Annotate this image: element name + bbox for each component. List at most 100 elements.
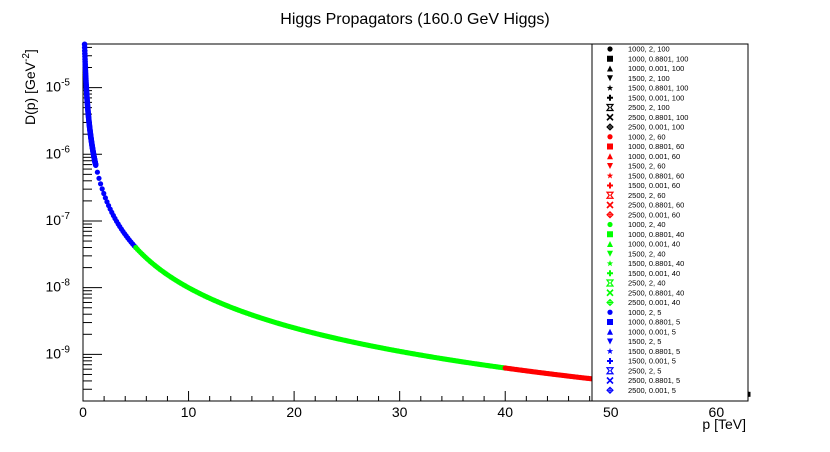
- legend-item: 1000, 2, 40: [607, 220, 666, 229]
- legend-item: 1000, 0.001, 60: [607, 152, 680, 161]
- legend-marker-square: [607, 143, 613, 150]
- legend-marker-triangle-down: [607, 163, 613, 169]
- legend-marker-square: [607, 231, 613, 238]
- legend-item: 1000, 0.8801, 100: [607, 54, 688, 63]
- data-point: [102, 195, 108, 201]
- y-axis-label-close: ]: [22, 49, 38, 53]
- legend-item: 1500, 0.8801, 40: [606, 259, 684, 268]
- x-axis-label: p [TeV]: [702, 416, 746, 432]
- legend-marker-circle: [607, 46, 613, 52]
- legend-item: 1000, 2, 60: [607, 132, 666, 141]
- legend-label: 2500, 2, 40: [628, 279, 666, 288]
- legend-marker-star: [606, 172, 614, 179]
- legend-label: 1000, 0.8801, 60: [628, 142, 684, 151]
- legend-marker-cross: [607, 358, 613, 364]
- legend-label: 1000, 2, 40: [628, 220, 666, 229]
- legend-item: 2500, 2, 40: [605, 279, 666, 288]
- legend-item: 1000, 0.001, 40: [607, 240, 680, 249]
- legend-label: 1000, 2, 5: [628, 308, 661, 317]
- legend-box: [591, 43, 749, 402]
- y-axis-label-base: D(p) [GeV: [22, 61, 38, 125]
- x-tick-label: 20: [286, 404, 302, 420]
- legend-label: 2500, 0.8801, 100: [628, 113, 688, 122]
- legend-item: 1500, 0.001, 5: [607, 357, 676, 366]
- legend-item: 2500, 0.8801, 60: [606, 201, 684, 210]
- legend-item: 1500, 2, 100: [607, 74, 670, 83]
- y-tick-label: 10-5: [46, 78, 71, 95]
- legend-item: 1500, 0.8801, 60: [606, 171, 684, 180]
- legend-marker-square: [607, 55, 613, 62]
- legend-item: 2500, 0.001, 5: [606, 386, 676, 395]
- legend-marker-circle: [607, 309, 613, 315]
- legend-item: 1500, 0.8801, 5: [606, 347, 680, 356]
- legend-label: 2500, 2, 100: [628, 103, 670, 112]
- legend-label: 2500, 2, 5: [628, 366, 661, 375]
- data-point: [101, 190, 107, 197]
- y-tick-label: 10-6: [46, 144, 71, 161]
- legend-label: 2500, 0.001, 60: [628, 210, 680, 219]
- legend-marker-x: [606, 289, 614, 297]
- legend-marker-cross: [607, 182, 613, 189]
- legend-marker-x: [606, 201, 614, 209]
- legend-item: 2500, 0.8801, 40: [606, 288, 684, 297]
- y-tick-label-exponent: -7: [61, 211, 70, 222]
- legend-marker-double-diamond: [605, 279, 615, 287]
- legend-label: 2500, 0.001, 100: [628, 123, 684, 132]
- legend-label: 1500, 0.8801, 40: [628, 259, 684, 268]
- y-tick-labels: 10-510-610-710-810-9: [46, 78, 71, 362]
- legend-item: 1000, 2, 100: [607, 45, 670, 54]
- legend-item: 1500, 2, 5: [607, 337, 661, 346]
- y-tick-label-exponent: -5: [61, 78, 70, 89]
- legend-marker-circle: [607, 221, 613, 228]
- x-tick-label: 40: [497, 404, 513, 420]
- y-tick-label-base: 10: [46, 345, 62, 361]
- legend-label: 2500, 0.8801, 40: [628, 288, 684, 297]
- legend-marker-double-diamond: [605, 367, 615, 375]
- legend-label: 1500, 2, 60: [628, 162, 666, 171]
- legend-marker-double-diamond: [605, 103, 615, 112]
- legend-label: 1000, 0.8801, 40: [628, 230, 684, 239]
- legend-marker-open-cross: [606, 298, 614, 307]
- legend-marker-triangle-down: [607, 75, 613, 82]
- legend-label: 1000, 2, 60: [628, 132, 666, 141]
- legend-label: 1500, 2, 100: [628, 74, 670, 83]
- legend-item: 1500, 0.001, 40: [607, 269, 680, 278]
- legend-label: 1000, 0.8801, 5: [628, 318, 680, 327]
- legend-label: 1000, 0.8801, 100: [628, 54, 688, 63]
- data-point: [92, 162, 99, 168]
- x-tick-label: 0: [79, 404, 87, 420]
- legend-marker-triangle-up: [607, 241, 613, 247]
- x-tick-label: 50: [603, 404, 619, 420]
- legend-label: 1500, 0.001, 40: [628, 269, 680, 278]
- legend-label: 1000, 0.001, 100: [628, 64, 684, 73]
- legend-item: 1500, 0.8801, 100: [606, 84, 688, 93]
- y-axis-label-exponent: -2: [21, 53, 32, 62]
- legend-item: 2500, 0.001, 60: [606, 210, 680, 219]
- legend-marker-open-cross: [606, 210, 614, 219]
- legend-label: 1500, 2, 5: [628, 337, 661, 346]
- legend-marker-circle: [607, 134, 613, 140]
- legend-item: 2500, 0.8801, 5: [606, 376, 680, 385]
- legend-item: 2500, 2, 100: [605, 103, 670, 112]
- x-tick-labels: 0 10 20 30 40 50 60: [79, 404, 724, 420]
- data-point: [99, 186, 105, 192]
- legend-marker-double-diamond: [605, 191, 615, 199]
- y-tick-label-base: 10: [46, 212, 62, 228]
- legend-marker-star: [606, 260, 614, 267]
- legend-item: 1000, 0.8801, 40: [607, 230, 684, 239]
- legend-label: 1500, 0.001, 60: [628, 181, 680, 190]
- legend-marker-square: [607, 319, 613, 325]
- legend-label: 1500, 2, 40: [628, 249, 666, 258]
- y-tick-label-exponent: -9: [61, 344, 70, 355]
- legend-label: 2500, 0.8801, 5: [628, 376, 680, 385]
- legend-label: 2500, 2, 60: [628, 191, 666, 200]
- x-tick-label: 60: [709, 404, 725, 420]
- y-tick-label-base: 10: [46, 79, 62, 95]
- y-tick-label: 10-8: [46, 278, 71, 295]
- legend-marker-triangle-down: [607, 338, 613, 345]
- legend-marker-triangle-up: [607, 153, 613, 160]
- x-tick-label: 30: [392, 404, 408, 420]
